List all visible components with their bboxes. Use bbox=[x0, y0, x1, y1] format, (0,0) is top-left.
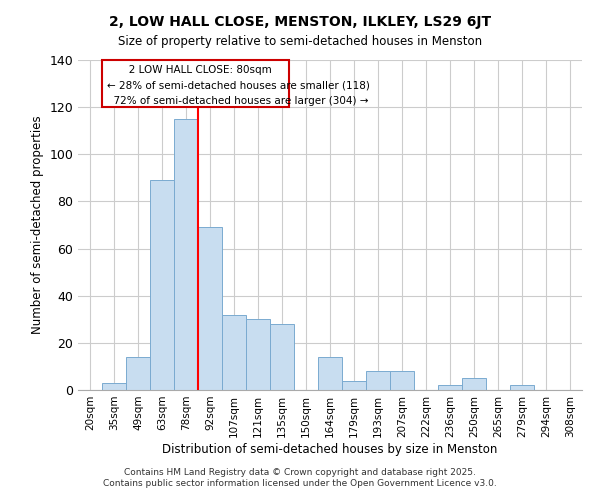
Text: ← 28% of semi-detached houses are smaller (118): ← 28% of semi-detached houses are smalle… bbox=[107, 81, 370, 91]
Text: 72% of semi-detached houses are larger (304) →: 72% of semi-detached houses are larger (… bbox=[107, 96, 368, 106]
Text: 2 LOW HALL CLOSE: 80sqm: 2 LOW HALL CLOSE: 80sqm bbox=[119, 64, 272, 74]
Bar bbox=[150, 180, 174, 390]
Text: 2, LOW HALL CLOSE, MENSTON, ILKLEY, LS29 6JT: 2, LOW HALL CLOSE, MENSTON, ILKLEY, LS29… bbox=[109, 15, 491, 29]
Bar bbox=[246, 320, 270, 390]
Bar bbox=[270, 324, 294, 390]
Text: Size of property relative to semi-detached houses in Menston: Size of property relative to semi-detach… bbox=[118, 35, 482, 48]
Y-axis label: Number of semi-detached properties: Number of semi-detached properties bbox=[31, 116, 44, 334]
Bar bbox=[318, 357, 342, 390]
Bar bbox=[126, 357, 150, 390]
Bar bbox=[462, 378, 486, 390]
Bar bbox=[342, 380, 366, 390]
Bar bbox=[366, 371, 390, 390]
Text: Contains HM Land Registry data © Crown copyright and database right 2025.
Contai: Contains HM Land Registry data © Crown c… bbox=[103, 468, 497, 487]
X-axis label: Distribution of semi-detached houses by size in Menston: Distribution of semi-detached houses by … bbox=[163, 442, 497, 456]
FancyBboxPatch shape bbox=[102, 60, 289, 107]
Bar bbox=[510, 386, 534, 390]
Bar bbox=[102, 383, 126, 390]
Bar bbox=[390, 371, 414, 390]
Bar bbox=[198, 228, 222, 390]
Bar bbox=[174, 119, 198, 390]
Bar bbox=[438, 386, 462, 390]
Bar bbox=[222, 314, 246, 390]
